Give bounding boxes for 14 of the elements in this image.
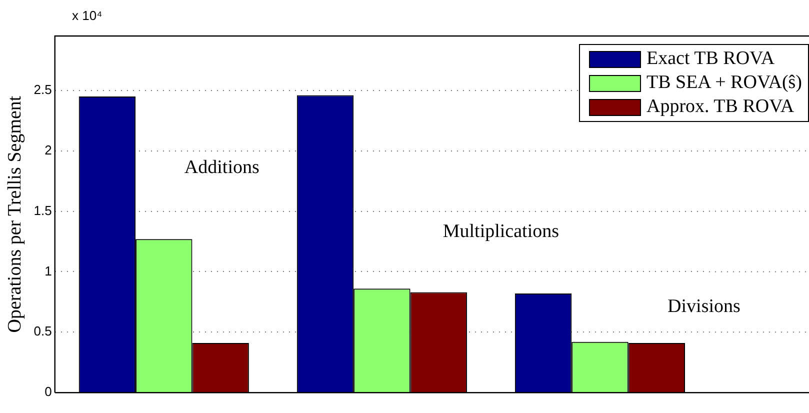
y-axis-title: Operations per Trellis Segment xyxy=(4,95,26,333)
legend-label: Exact TB ROVA xyxy=(646,47,775,71)
y-tick-label: 1.5 xyxy=(34,202,52,218)
y-tick-label: 0.5 xyxy=(34,324,52,339)
legend-label: TB SEA + ROVA(ŝ) xyxy=(646,71,802,95)
annotation: Divisions xyxy=(668,296,740,317)
legend-label: Approx. TB ROVA xyxy=(646,95,794,119)
annotation: Multiplications xyxy=(442,221,559,242)
y-tick-label: 0 xyxy=(44,384,52,400)
y-tick-label: 2 xyxy=(44,142,52,158)
y-tick-label: 1 xyxy=(44,263,52,278)
y-tick-label: 2.5 xyxy=(34,82,52,97)
annotation: Additions xyxy=(184,156,260,178)
text: x 10⁴ xyxy=(72,8,102,23)
